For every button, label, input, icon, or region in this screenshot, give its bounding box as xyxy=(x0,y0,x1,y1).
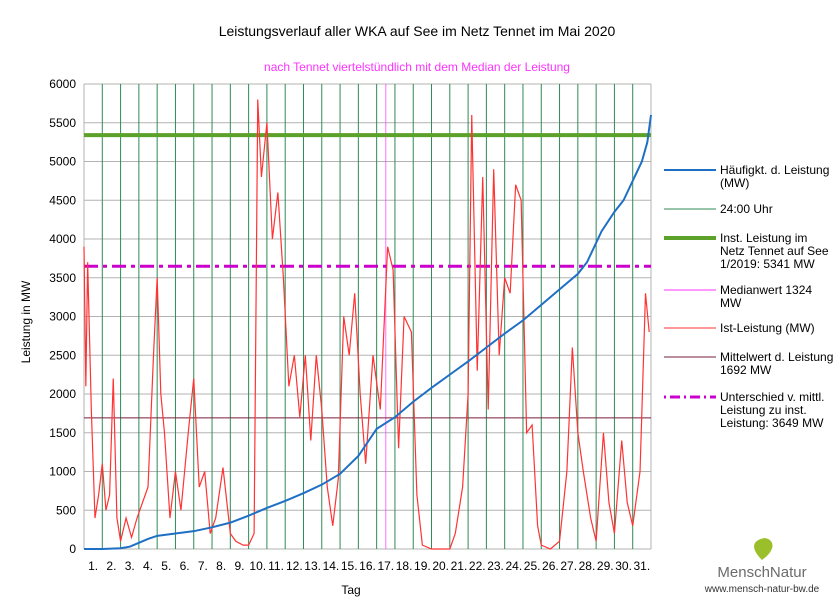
legend-label-blue: (MW) xyxy=(720,176,749,190)
logo: MenschNatur www.mensch-natur-bw.de xyxy=(704,538,820,595)
x-tick-label: 3. xyxy=(125,559,135,573)
legend-label-mean: Mittelwert d. Leistung xyxy=(720,350,833,364)
legend-label-ist: Ist-Leistung (MW) xyxy=(720,321,815,335)
y-tick-label: 2000 xyxy=(49,387,76,401)
y-tick-label: 3000 xyxy=(49,310,76,324)
x-tick-label: 24. xyxy=(505,559,522,573)
y-tick-label: 3500 xyxy=(49,271,76,285)
x-tick-label: 28. xyxy=(579,559,596,573)
x-tick-label: 8. xyxy=(216,559,226,573)
y-tick-label: 5000 xyxy=(49,155,76,169)
y-tick-label: 500 xyxy=(56,503,76,517)
x-tick-label: 25. xyxy=(524,559,541,573)
x-tick-label: 20. xyxy=(432,559,449,573)
x-tick-label: 15. xyxy=(341,559,358,573)
y-tick-label: 2500 xyxy=(49,348,76,362)
leaf-icon xyxy=(754,538,773,560)
x-tick-label: 18. xyxy=(396,559,413,573)
x-tick-label: 6. xyxy=(180,559,190,573)
x-tick-label: 7. xyxy=(198,559,208,573)
x-tick-label: 1. xyxy=(88,559,98,573)
x-tick-label: 19. xyxy=(414,559,431,573)
legend-label-blue: Häufigkt. d. Leistung xyxy=(720,163,829,177)
x-tick-label: 17. xyxy=(377,559,394,573)
y-tick-label: 0 xyxy=(69,542,76,556)
legend-label-median: Medianwert 1324 xyxy=(720,283,812,297)
logo-url: www.mensch-natur-bw.de xyxy=(704,584,820,595)
chart-subtitle: nach Tennet viertelstündlich mit dem Med… xyxy=(264,60,570,74)
legend-label-diff: Leistung: 3649 MW xyxy=(720,416,824,430)
y-tick-label: 1500 xyxy=(49,426,76,440)
x-tick-label: 5. xyxy=(161,559,171,573)
logo-name: MenschNatur xyxy=(717,564,806,581)
x-tick-label: 12. xyxy=(286,559,303,573)
legend-label-median: MW xyxy=(720,296,742,310)
x-tick-label: 4. xyxy=(143,559,153,573)
y-tick-label: 6000 xyxy=(49,77,76,91)
x-tick-label: 22. xyxy=(469,559,486,573)
y-axis-label: Leistung in MW xyxy=(19,280,33,363)
x-tick-label: 9. xyxy=(234,559,244,573)
x-tick-label: 30. xyxy=(615,559,632,573)
y-tick-label: 1000 xyxy=(49,465,76,479)
x-tick-label: 26. xyxy=(542,559,559,573)
legend-label-diff: Leistung zu inst. xyxy=(720,403,807,417)
x-tick-label: 27. xyxy=(560,559,577,573)
x-tick-label: 11. xyxy=(268,559,284,573)
x-tick-label: 10. xyxy=(249,559,266,573)
legend-label-green: Netz Tennet auf See xyxy=(720,244,829,258)
x-tick-label: 21. xyxy=(451,559,468,573)
legend-label-grid24: 24:00 Uhr xyxy=(720,202,773,216)
chart-title: Leistungsverlauf aller WKA auf See im Ne… xyxy=(219,23,616,39)
x-axis-label: Tag xyxy=(341,583,360,597)
x-tick-label: 29. xyxy=(597,559,614,573)
legend-label-diff: Unterschied v. mittl. xyxy=(720,390,824,404)
x-tick-label: 16. xyxy=(359,559,376,573)
legend-label-mean: 1692 MW xyxy=(720,363,772,377)
ist-leistung-series xyxy=(83,99,650,550)
y-tick-label: 4500 xyxy=(49,193,76,207)
x-tick-label: 14. xyxy=(323,559,340,573)
x-tick-label: 13. xyxy=(304,559,321,573)
y-tick-label: 5500 xyxy=(49,116,76,130)
legend-label-green: 1/2019: 5341 MW xyxy=(720,257,815,271)
x-tick-label: 31. xyxy=(634,559,651,573)
legend-label-green: Inst. Leistung im xyxy=(720,231,807,245)
y-tick-label: 4000 xyxy=(49,232,76,246)
x-tick-label: 23. xyxy=(487,559,504,573)
x-tick-label: 2. xyxy=(106,559,116,573)
